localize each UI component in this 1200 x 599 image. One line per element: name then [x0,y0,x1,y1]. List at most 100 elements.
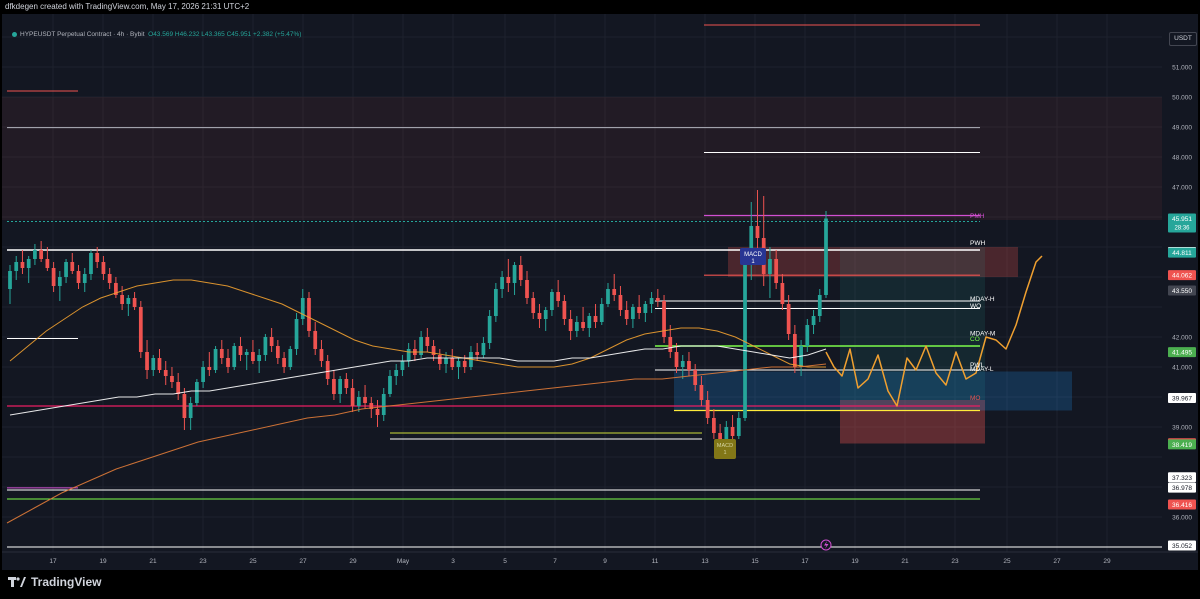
candle-down [662,301,666,337]
price-label-badge [1168,247,1196,258]
candle-down [593,316,598,322]
candle-down [95,253,100,262]
price-label-text: 45.951 [1172,216,1192,223]
symbol-title: HYPEUSDT Perpetual Contract · 4h · Bybit [20,31,145,38]
demand-zone [674,371,1072,411]
macd-badge-bottom [714,439,736,459]
time-axis-tick: 19 [851,558,859,565]
tradingview-logo[interactable]: TradingView [8,575,101,589]
level-label: MDAY-L [970,366,994,373]
candle-down [518,265,523,280]
level-label: PWH [970,240,985,247]
price-label-text: 36.978 [1172,485,1192,492]
price-axis-tick: 36.000 [1172,515,1192,522]
candle-up [749,226,754,265]
candle-up [14,262,19,271]
time-axis-tick: 23 [199,558,207,565]
candle-up [400,361,405,370]
candle-down [275,346,280,358]
candle-up [599,304,604,322]
price-axis-tick: 50.000 [1172,95,1192,102]
candle-down [157,358,162,370]
candle-up [33,250,37,259]
moving-average-line [9,279,826,368]
candle-up [201,367,205,382]
candle-up [456,361,461,367]
candle-down [668,337,673,352]
candle-down [363,397,367,403]
candle-down [786,304,791,334]
candle-down [313,331,318,349]
time-axis-tick: 13 [701,558,709,565]
candle-up [487,316,492,343]
time-axis-tick: 27 [299,558,307,565]
candle-up [151,358,156,370]
level-label: MDAY-M [970,331,995,338]
candle-down [655,298,660,301]
candle-up [26,259,31,268]
candle-up [8,271,12,289]
supply-zone [2,97,1162,220]
time-axis-tick: 5 [503,558,507,565]
candle-down [450,358,455,367]
candle-down [282,358,286,367]
time-axis-tick: 15 [751,558,759,565]
price-axis-tick: 47.000 [1172,185,1192,192]
candle-down [755,226,760,238]
price-axis[interactable] [1164,14,1198,552]
price-chart[interactable]: PMHPWHMDAY-HWOMDAY-MCOPWLMDAY-LMOMACD1MA… [2,14,1198,570]
price-label-badge [1168,499,1196,510]
candle-down [76,271,81,283]
candle-up [724,427,729,442]
candle-down [712,418,716,433]
candle-up [64,262,68,277]
price-axis-tick: 49.000 [1172,125,1192,132]
candle-up [57,277,62,286]
candle-up [300,298,305,319]
time-axis-tick: 11 [652,558,659,565]
candle-up [126,298,131,304]
candle-down [475,352,480,355]
candle-up [543,310,548,319]
candle-down [39,250,44,259]
candle-down [792,334,797,367]
candle-down [238,346,243,355]
candle-down [506,277,511,283]
candle-down [251,352,255,361]
candle-down [120,295,124,304]
candle-down [674,352,679,367]
candle-down [581,322,585,328]
legend-low: L43.365 [201,31,225,38]
candle-up [195,382,199,403]
candle-up [294,319,299,349]
price-label-text: 35.052 [1172,543,1192,550]
candle-down [145,352,149,370]
candle-down [693,370,698,385]
candle-down [101,262,106,274]
candle-up [481,343,486,355]
price-label-badge [1168,285,1196,296]
legend-change: +2.382 (+5.47%) [252,31,302,38]
candle-up [649,298,654,304]
macd-badge-top-label: MACD [744,252,762,258]
candle-down [319,349,324,361]
legend-high: H46.232 [174,31,200,38]
candle-down [568,319,573,331]
candle-up [82,274,87,283]
candle-down [375,409,380,415]
candle-up [811,316,816,325]
candle-down [45,259,50,268]
price-label-badge [1168,540,1196,551]
candle-down [344,379,349,388]
candle-up [338,379,343,394]
candle-down [325,361,330,379]
time-axis-tick: 29 [1103,558,1111,565]
candle-down [618,295,623,310]
time-axis-tick: 3 [451,558,455,565]
currency-button[interactable]: USDT [1169,32,1197,46]
candle-down [687,361,691,370]
chart-panel[interactable]: HYPEUSDT Perpetual Contract · 4h · Bybit… [2,14,1198,570]
price-axis-tick: 42.000 [1172,335,1192,342]
top-bar: dfkdegen created with TradingView.com, M… [0,0,1200,14]
